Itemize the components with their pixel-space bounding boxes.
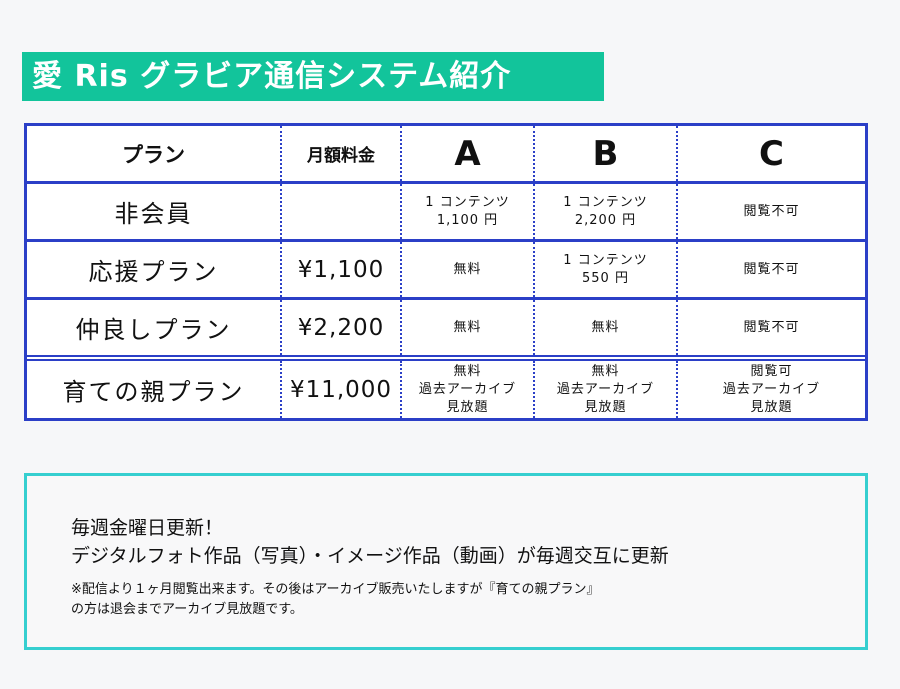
cell-text: 見放題 [584, 399, 627, 415]
cell-text: 550 円 [582, 270, 629, 286]
cell-text: 無料 [453, 319, 482, 335]
plan-b-cell: 無料 [533, 300, 676, 355]
cell-text: 過去アーカイブ [556, 381, 655, 397]
cell-text: 1 コンテンツ [563, 194, 648, 210]
plan-c-cell: 閲覧不可 [676, 184, 865, 239]
monthly-fee: ¥11,000 [280, 361, 400, 418]
plan-name: 育ての親プラン [62, 378, 245, 406]
cell-text: 2,200 円 [574, 212, 637, 228]
table-row: 応援プラン ¥1,100 無料 1 コンテンツ 550 円 閲覧不可 [27, 239, 865, 297]
plan-name: 仲良しプラン [75, 316, 232, 344]
cell-text: 無料 [453, 261, 482, 277]
header-c: C [676, 126, 865, 181]
info-box: 毎週金曜日更新！ デジタルフォト作品（写真）・イメージ作品（動画）が毎週交互に更… [24, 473, 868, 650]
cell-text: 無料 [591, 363, 620, 379]
plan-b-cell: 1 コンテンツ 550 円 [533, 242, 676, 297]
cell-text: 無料 [591, 319, 620, 335]
header-fee: 月額料金 [280, 126, 400, 181]
cell-text: 閲覧不可 [743, 203, 800, 219]
update-schedule: 毎週金曜日更新！ [71, 517, 224, 539]
table-row: 仲良しプラン ¥2,200 無料 無料 閲覧不可 [27, 297, 865, 355]
plan-name: 非会員 [114, 200, 193, 228]
plan-c-cell: 閲覧可過去アーカイブ 見放題 [676, 361, 865, 418]
page-title: 愛 Ris グラビア通信システム紹介 [22, 52, 604, 101]
plan-c-cell: 閲覧不可 [676, 300, 865, 355]
plan-b-cell: 1 コンテンツ 2,200 円 [533, 184, 676, 239]
cell-text: 過去アーカイブ [722, 381, 821, 397]
note-line-1: ※配信より１ヶ月閲覧出来ます。その後はアーカイブ販売いたしますが『育ての親プラン… [71, 582, 600, 597]
update-description: デジタルフォト作品（写真）・イメージ作品（動画）が毎週交互に更新 [71, 545, 669, 567]
cell-text: 閲覧可 [750, 363, 793, 379]
cell-text: 1,100 円 [436, 212, 499, 228]
plan-name: 応援プラン [88, 258, 219, 286]
table-row: 非会員 1 コンテンツ 1,100 円 1 コンテンツ 2,200 円 閲覧不可 [27, 181, 865, 239]
plan-a-cell: 1 コンテンツ 1,100 円 [400, 184, 533, 239]
plan-b-cell: 無料過去アーカイブ 見放題 [533, 361, 676, 418]
plan-a-cell: 無料 [400, 300, 533, 355]
monthly-fee: ¥2,200 [280, 300, 400, 355]
cell-text: 1 コンテンツ [425, 194, 510, 210]
monthly-fee: ¥1,100 [280, 242, 400, 297]
cell-text: 見放題 [446, 399, 489, 415]
header-b: B [533, 126, 676, 181]
cell-text: 無料 [453, 363, 482, 379]
table-row: 育ての親プラン ¥11,000 無料 過去アーカイブ 見放題 無料 過去アーカイブ 見放題 閲覧… [27, 355, 865, 418]
cell-text: 閲覧不可 [743, 319, 800, 335]
header-plan: プラン [122, 142, 185, 167]
cell-text: 見放題 [750, 399, 793, 415]
cell-text: 1 コンテンツ [563, 252, 648, 268]
plan-a-cell: 無料過去アーカイブ 見放題 [400, 361, 533, 418]
plan-c-cell: 閲覧不可 [676, 242, 865, 297]
table-header-row: プラン 月額料金 A B C [27, 126, 865, 181]
plan-a-cell: 無料 [400, 242, 533, 297]
cell-text: 過去アーカイブ [418, 381, 517, 397]
header-a: A [400, 126, 533, 181]
note-line-2: の方は退会までアーカイブ見放題です。 [71, 602, 303, 617]
plan-table: プラン 月額料金 A B C 非会員 1 コンテンツ 1,100 円 1 コンテンツ 2… [24, 123, 868, 421]
cell-text: 閲覧不可 [743, 261, 800, 277]
monthly-fee [280, 184, 400, 239]
